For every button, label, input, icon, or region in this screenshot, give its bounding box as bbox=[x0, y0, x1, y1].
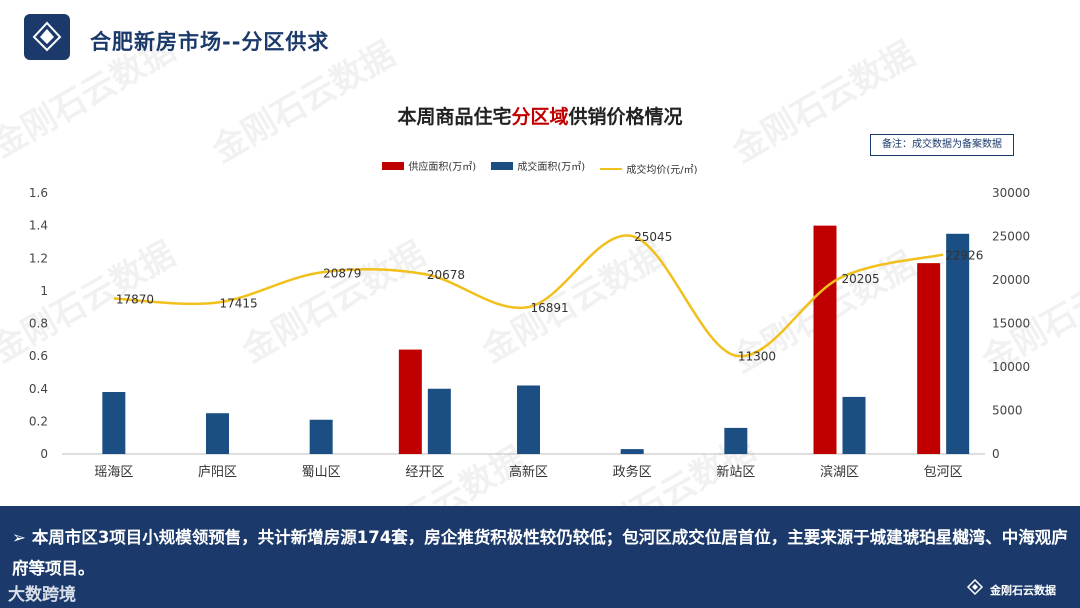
footer-brand: 金刚石云数据 bbox=[990, 584, 1056, 597]
legend-price-swatch bbox=[600, 167, 623, 170]
bar-supply-3 bbox=[398, 349, 422, 454]
price-data-label: 16891 bbox=[531, 301, 569, 315]
source-watermark: 大数跨境 bbox=[8, 585, 76, 605]
bar-deal-7 bbox=[842, 396, 866, 454]
price-data-label: 17870 bbox=[116, 293, 154, 307]
bar-deal-2 bbox=[309, 419, 333, 454]
left-axis-tick-label: 1.2 bbox=[29, 251, 48, 265]
legend-supply-label: 供应面积(万㎡) bbox=[408, 162, 477, 173]
category-label: 高新区 bbox=[509, 464, 548, 480]
category-label: 包河区 bbox=[924, 465, 963, 480]
chart-title: 本周商品住宅分区域供销价格情况 bbox=[0, 102, 1080, 129]
price-data-label: 25045 bbox=[634, 230, 672, 244]
price-data-label: 22926 bbox=[945, 249, 983, 263]
price-line bbox=[113, 234, 944, 358]
left-axis-tick-label: 0 bbox=[40, 447, 48, 461]
bar-deal-0 bbox=[102, 392, 126, 454]
left-axis-tick-label: 0.4 bbox=[29, 382, 48, 396]
chart-legend: 供应面积(万㎡) 成交面积(万㎡) 成交均价(元/㎡) bbox=[0, 158, 1080, 176]
right-axis-tick-label: 5000 bbox=[992, 404, 1023, 418]
chart-note: 备注：成交数据为备案数据 bbox=[870, 134, 1014, 156]
category-label: 瑶海区 bbox=[94, 465, 133, 480]
left-axis-tick-label: 1.6 bbox=[29, 186, 48, 200]
category-label: 庐阳区 bbox=[198, 465, 237, 480]
left-axis-tick-label: 0.8 bbox=[29, 317, 48, 331]
bar-deal-3 bbox=[427, 388, 451, 454]
chart-title-highlight: 分区域 bbox=[511, 106, 569, 128]
price-data-label: 11300 bbox=[738, 350, 776, 364]
legend-deal-swatch bbox=[491, 161, 514, 170]
page-header: 合肥新房市场--分区供求 bbox=[0, 0, 1080, 80]
bar-deal-5 bbox=[620, 449, 644, 454]
category-label: 新站区 bbox=[716, 464, 755, 480]
chart-title-prefix: 本周商品住宅 bbox=[397, 106, 512, 128]
right-axis-tick-label: 30000 bbox=[992, 186, 1030, 200]
price-data-label: 20678 bbox=[427, 268, 465, 282]
left-axis-tick-label: 1 bbox=[40, 284, 48, 298]
category-label: 滨湖区 bbox=[820, 464, 859, 480]
right-axis-tick-label: 20000 bbox=[992, 273, 1030, 287]
left-axis-tick-label: 0.6 bbox=[29, 349, 48, 363]
right-axis-tick-label: 15000 bbox=[992, 317, 1030, 331]
summary-body: 本周市区3项目小规模领预售，共计新增房源174套，房企推货积极性较仍较低；包河区… bbox=[12, 528, 1068, 578]
page-title: 合肥新房市场--分区供求 bbox=[90, 30, 330, 54]
category-label: 政务区 bbox=[613, 464, 652, 480]
price-data-label: 20205 bbox=[842, 272, 880, 286]
left-axis-tick-label: 0.2 bbox=[29, 414, 48, 428]
bar-deal-1 bbox=[206, 413, 229, 454]
bar-deal-4 bbox=[517, 385, 540, 454]
left-axis-tick-label: 1.4 bbox=[29, 219, 48, 233]
legend-price: 成交均价(元/㎡) bbox=[600, 161, 698, 176]
legend-price-label: 成交均价(元/㎡) bbox=[626, 165, 698, 176]
legend-supply-swatch bbox=[382, 161, 405, 170]
chart-title-suffix: 供销价格情况 bbox=[568, 106, 683, 128]
legend-supply: 供应面积(万㎡) bbox=[382, 158, 476, 173]
footer-logo-icon bbox=[966, 578, 984, 596]
right-axis-tick-label: 10000 bbox=[992, 360, 1030, 374]
bar-deal-6 bbox=[724, 427, 748, 454]
company-logo bbox=[24, 14, 70, 60]
legend-deal: 成交面积(万㎡) bbox=[491, 158, 585, 173]
summary-text: ➢ 本周市区3项目小规模领预售，共计新增房源174套，房企推货积极性较仍较低；包河… bbox=[12, 522, 1072, 584]
bar-supply-7 bbox=[813, 225, 837, 454]
price-data-label: 17415 bbox=[220, 296, 258, 310]
district-chart: 0 0.2 0.4 0.6 0.8 1 1.2 1.4 1.6 0 5000 10000 15000 20… bbox=[29, 186, 1030, 480]
bullet-arrow-icon: ➢ bbox=[12, 528, 26, 547]
bar-supply-8 bbox=[917, 263, 941, 454]
legend-deal-label: 成交面积(万㎡) bbox=[517, 162, 586, 173]
bar-deal-8 bbox=[946, 233, 970, 454]
price-data-label: 20879 bbox=[323, 266, 361, 280]
category-label: 经开区 bbox=[405, 465, 444, 480]
right-axis-tick-label: 0 bbox=[992, 447, 1000, 461]
category-label: 蜀山区 bbox=[302, 465, 341, 480]
right-axis-tick-label: 25000 bbox=[992, 230, 1030, 244]
summary-bar bbox=[0, 506, 1080, 608]
